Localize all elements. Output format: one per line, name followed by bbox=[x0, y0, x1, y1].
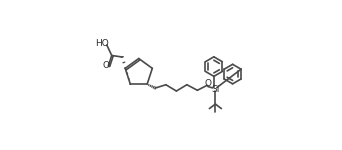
Text: O: O bbox=[102, 61, 109, 70]
Text: O: O bbox=[205, 79, 211, 88]
Text: HO: HO bbox=[95, 39, 109, 48]
Text: Si: Si bbox=[211, 85, 220, 94]
